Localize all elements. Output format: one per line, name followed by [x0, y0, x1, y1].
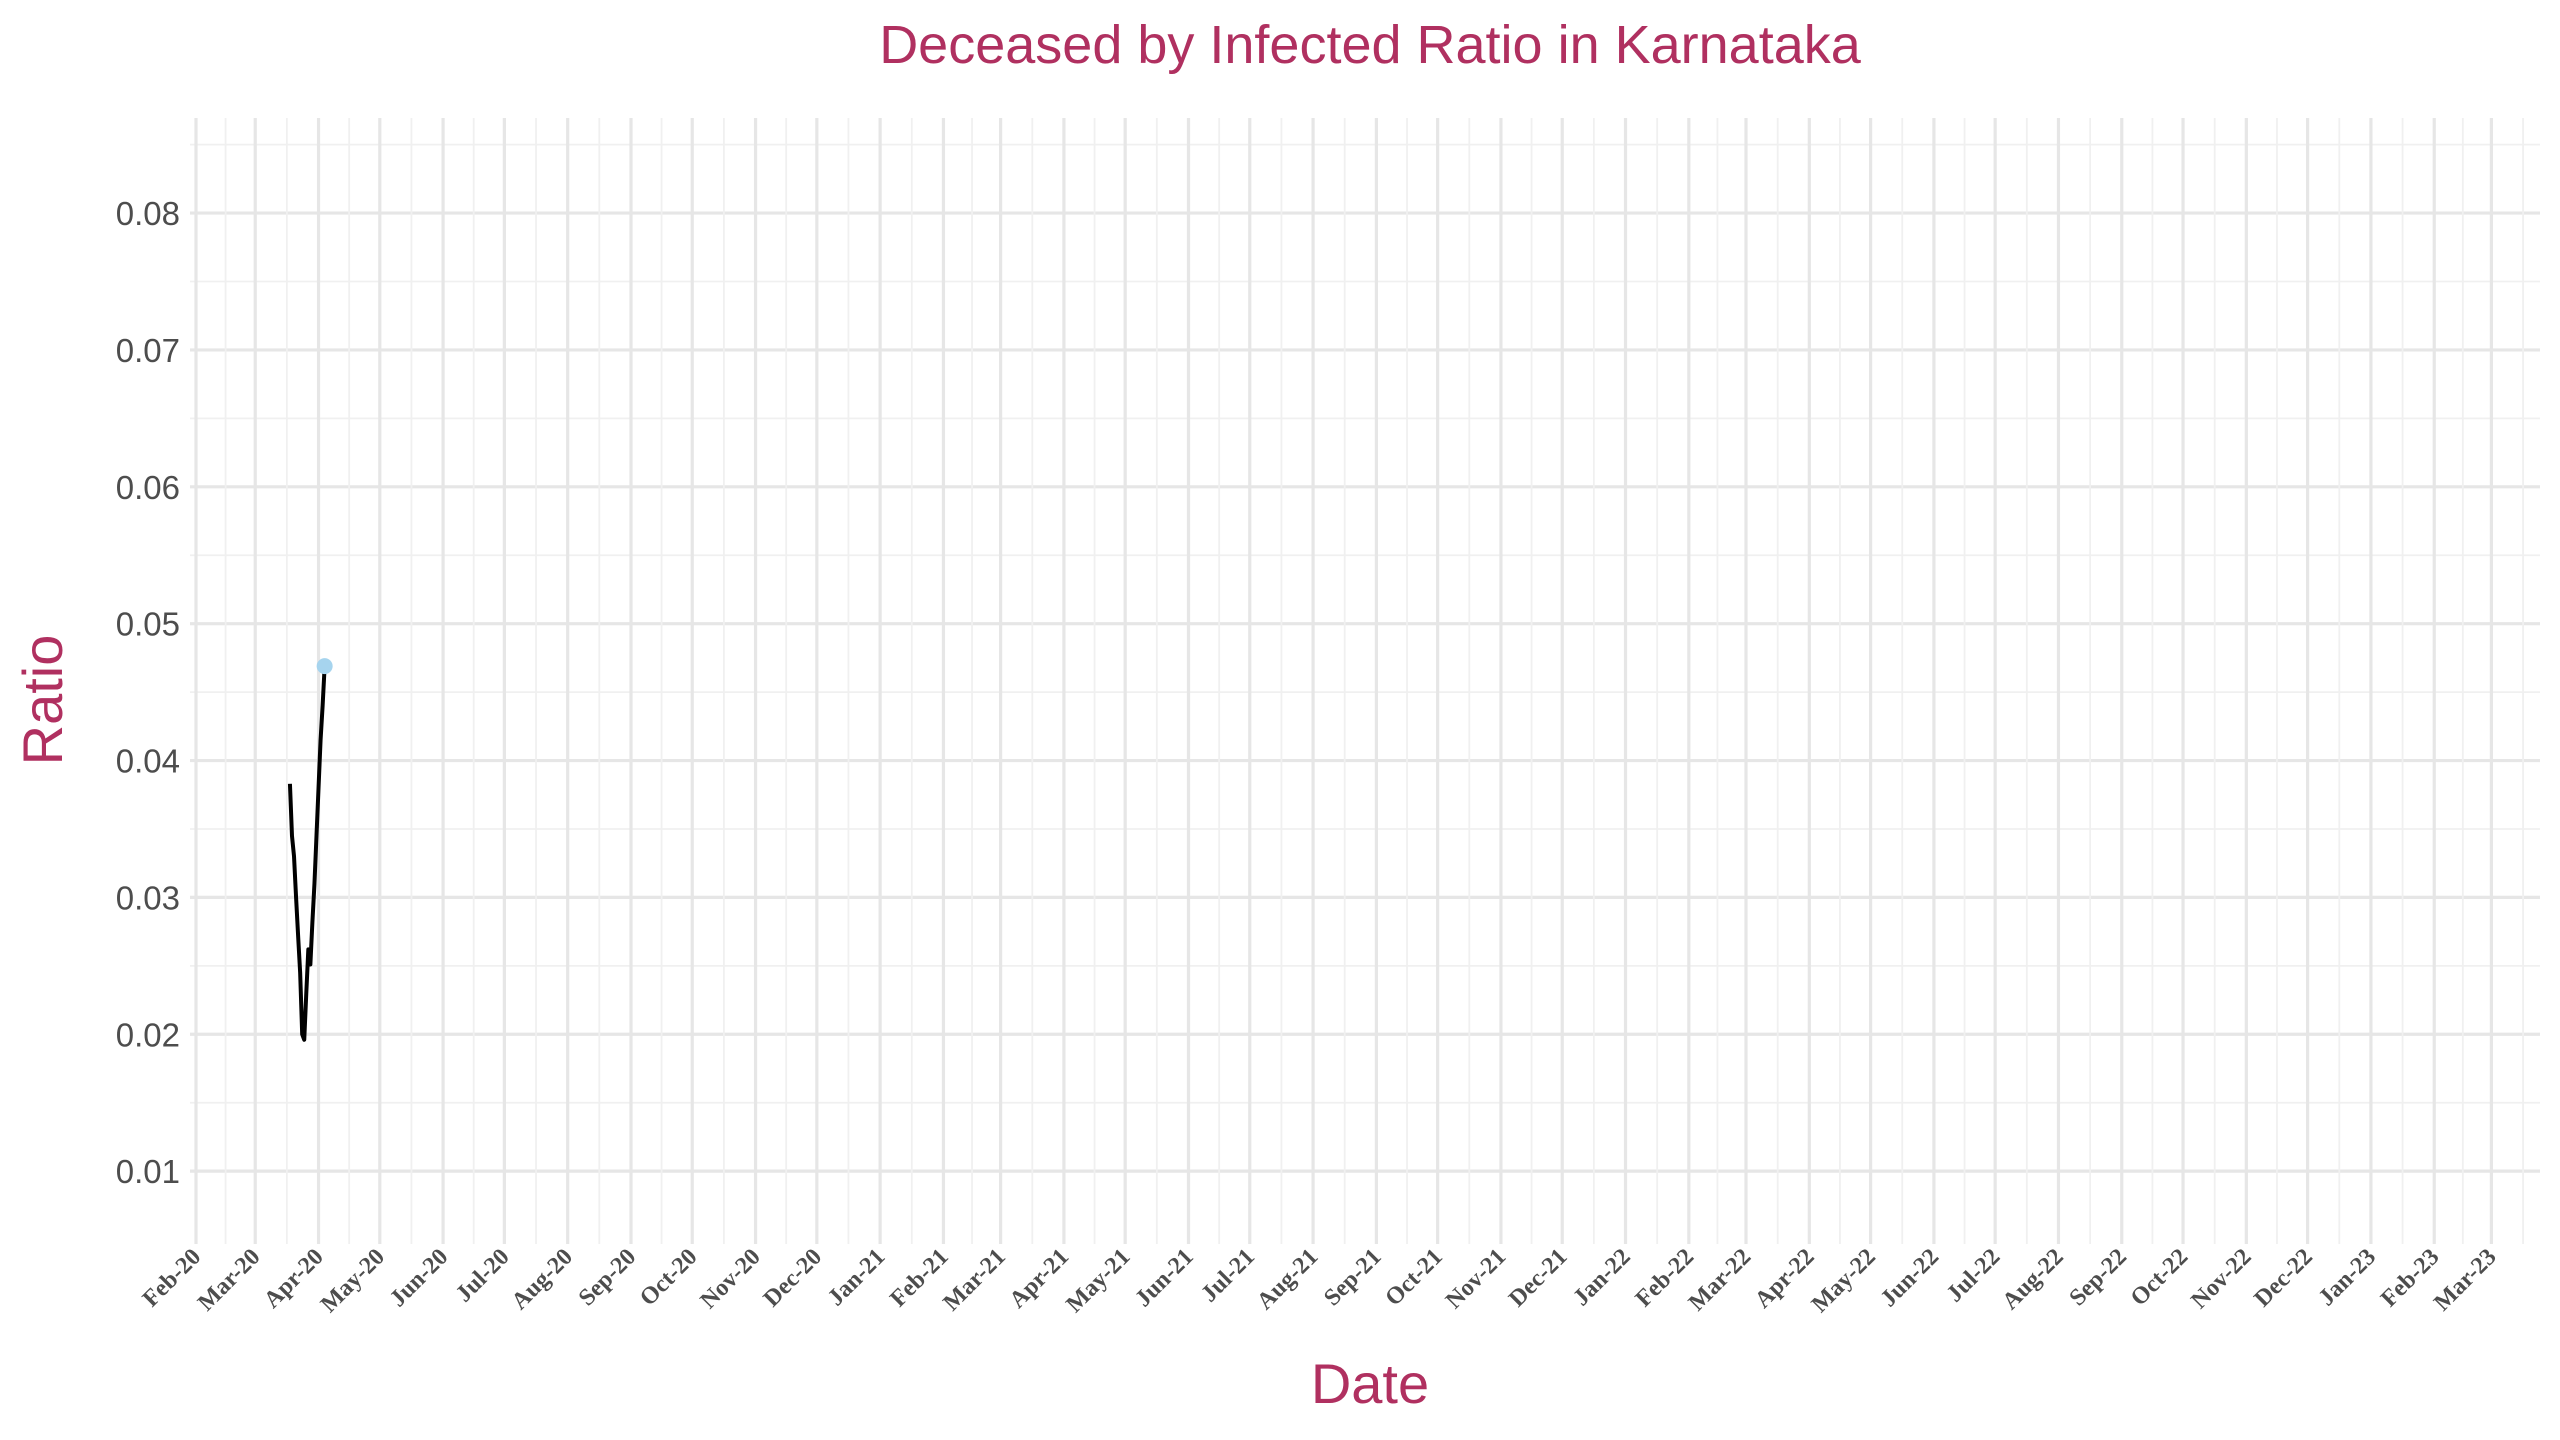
x-tick-label: Jan-22: [1568, 1244, 1635, 1311]
x-tick-label: Nov-20: [696, 1244, 766, 1314]
x-axis-title: Date: [1311, 1352, 1429, 1415]
y-axis-title: Ratio: [11, 635, 74, 766]
y-tick-label: 0.07: [116, 332, 180, 369]
x-tick-label: Aug-21: [1252, 1244, 1323, 1315]
x-tick-label: May-20: [316, 1244, 390, 1318]
x-tick-label: Jul-22: [1942, 1244, 2006, 1308]
x-tick-label: Nov-22: [2186, 1244, 2256, 1314]
y-tick-label: 0.03: [116, 879, 180, 916]
x-tick-label: Oct-22: [2126, 1244, 2193, 1311]
y-tick-label: 0.02: [116, 1016, 180, 1053]
x-tick-label: Jun-20: [385, 1244, 453, 1312]
x-tick-label: Dec-20: [759, 1244, 827, 1312]
x-tick-label: Mar-21: [938, 1244, 1010, 1316]
x-tick-label: Oct-20: [635, 1244, 702, 1311]
x-axis-ticks: Feb-20Mar-20Apr-20May-20Jun-20Jul-20Aug-…: [138, 1244, 2502, 1318]
x-tick-label: Sep-22: [2065, 1244, 2132, 1311]
x-tick-label: Sep-21: [1319, 1244, 1386, 1311]
series-group: [287, 658, 333, 1042]
highlight-point: [316, 658, 333, 675]
x-tick-label: Mar-23: [2429, 1244, 2501, 1316]
x-tick-label: Jun-22: [1876, 1244, 1944, 1312]
x-tick-label: Mar-20: [193, 1244, 265, 1316]
x-tick-label: Aug-22: [1998, 1244, 2069, 1315]
gridlines: [190, 118, 2540, 1244]
x-tick-label: Jan-23: [2314, 1244, 2381, 1311]
x-tick-label: May-21: [1061, 1244, 1135, 1318]
x-tick-label: Nov-21: [1441, 1244, 1511, 1314]
x-tick-label: Oct-21: [1380, 1244, 1447, 1311]
x-tick-label: Aug-20: [507, 1244, 578, 1315]
y-tick-label: 0.04: [116, 743, 180, 780]
series-line: [287, 665, 327, 1042]
x-tick-label: Sep-20: [574, 1244, 641, 1311]
x-tick-label: Jul-21: [1196, 1244, 1260, 1308]
x-tick-label: Jan-21: [823, 1244, 890, 1311]
x-tick-label: May-22: [1807, 1244, 1881, 1318]
y-axis-ticks: 0.01 0.02 0.03 0.04 0.05 0.06 0.07 0.08: [116, 195, 180, 1190]
x-tick-label: Mar-22: [1684, 1244, 1756, 1316]
x-tick-label: Dec-21: [1504, 1244, 1572, 1312]
y-tick-label: 0.06: [116, 469, 180, 506]
x-tick-label: Dec-22: [2250, 1244, 2318, 1312]
x-tick-label: Jun-21: [1130, 1244, 1198, 1312]
chart-title: Deceased by Infected Ratio in Karnataka: [879, 15, 1862, 75]
y-tick-label: 0.08: [116, 195, 180, 232]
y-tick-label: 0.01: [116, 1153, 180, 1190]
x-tick-label: Jul-20: [451, 1244, 515, 1308]
y-tick-label: 0.05: [116, 606, 180, 643]
